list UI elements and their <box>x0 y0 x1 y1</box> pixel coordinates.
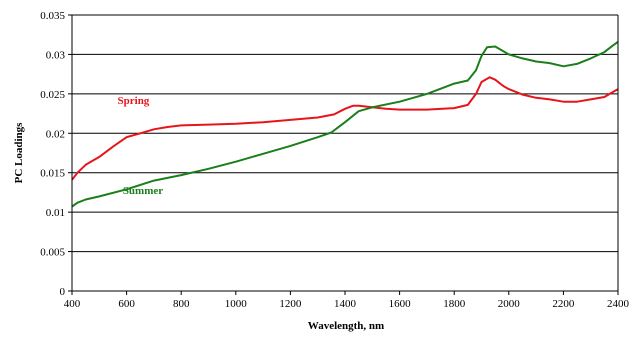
x-tick-label: 2000 <box>498 298 521 310</box>
y-tick-label: 0.025 <box>40 89 65 101</box>
x-tick-label: 1000 <box>225 298 248 310</box>
y-axis-title: PC Loadings <box>13 122 25 184</box>
y-tick-label: 0.015 <box>40 168 65 180</box>
x-tick-label: 600 <box>118 298 135 310</box>
x-tick-label: 400 <box>64 298 81 310</box>
y-tick-label: 0.005 <box>40 247 65 259</box>
series-label-summer: Summer <box>123 185 163 197</box>
x-tick-label: 1200 <box>279 298 302 310</box>
x-tick-label: 1400 <box>334 298 357 310</box>
x-tick-label: 1600 <box>389 298 412 310</box>
x-tick-label: 2200 <box>552 298 575 310</box>
tick-labels: 0 0.005 0.01 0.015 0.02 0.025 0.03 0.035 400 600 8… <box>40 10 629 310</box>
y-tick-label: 0.01 <box>46 207 65 219</box>
x-axis-title: Wavelength, nm <box>308 320 384 332</box>
x-tick-label: 800 <box>173 298 190 310</box>
y-tick-label: 0.035 <box>40 10 65 22</box>
axes <box>68 15 618 295</box>
y-tick-label: 0 <box>60 286 66 298</box>
series-labels: Spring Summer <box>118 95 164 197</box>
y-tick-label: 0.03 <box>46 49 66 61</box>
y-tick-label: 0.02 <box>46 128 65 140</box>
series-line-spring <box>72 77 618 180</box>
series-line-summer <box>72 42 618 207</box>
gridlines <box>72 15 618 252</box>
series-label-spring: Spring <box>118 95 150 107</box>
x-tick-label: 1800 <box>443 298 466 310</box>
x-tick-label: 2400 <box>607 298 630 310</box>
series-lines <box>72 42 618 207</box>
